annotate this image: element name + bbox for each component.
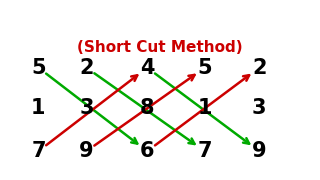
- Text: 5: 5: [31, 58, 46, 78]
- Text: Matrices Determinant: Matrices Determinant: [49, 9, 271, 27]
- Text: 2: 2: [79, 58, 94, 78]
- Text: (Short Cut Method): (Short Cut Method): [77, 40, 243, 55]
- Text: 1: 1: [31, 98, 46, 118]
- Text: 2: 2: [252, 58, 267, 78]
- Text: 8: 8: [140, 98, 155, 118]
- Text: 7: 7: [31, 141, 46, 161]
- Text: 5: 5: [197, 58, 212, 78]
- Text: 3: 3: [79, 98, 94, 118]
- Text: 4: 4: [140, 58, 155, 78]
- Text: 7: 7: [197, 141, 212, 161]
- Text: 3: 3: [252, 98, 267, 118]
- Text: 1: 1: [197, 98, 212, 118]
- Text: 9: 9: [79, 141, 94, 161]
- Text: 9: 9: [252, 141, 267, 161]
- Text: 6: 6: [140, 141, 155, 161]
